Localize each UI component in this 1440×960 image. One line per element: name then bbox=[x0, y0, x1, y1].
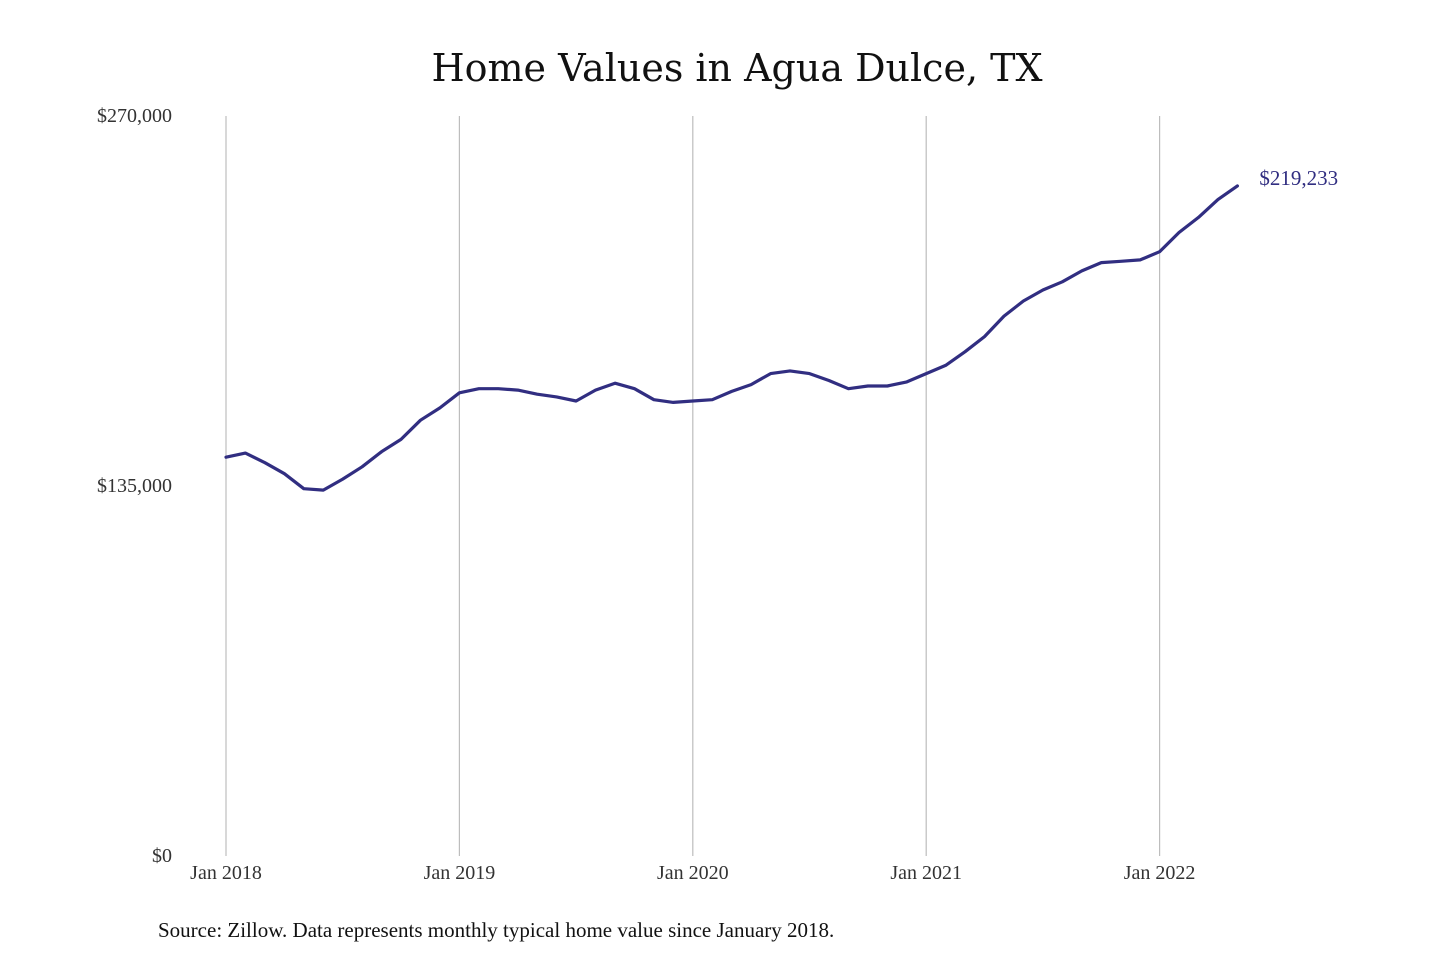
x-tick-label: Jan 2019 bbox=[424, 862, 496, 884]
series-line bbox=[224, 184, 1239, 492]
x-tick-label: Jan 2018 bbox=[190, 862, 262, 884]
y-tick-label: $0 bbox=[152, 845, 172, 867]
y-tick-label: $270,000 bbox=[97, 105, 172, 127]
x-tick-label: Jan 2022 bbox=[1124, 862, 1196, 884]
gridlines bbox=[225, 116, 1161, 856]
x-tick-label: Jan 2021 bbox=[890, 862, 962, 884]
y-tick-label: $135,000 bbox=[97, 475, 172, 497]
y-axis: $270,000 $135,000 $0 bbox=[97, 105, 172, 867]
chart-title: Home Values in Agua Dulce, TX bbox=[431, 46, 1042, 90]
end-value-label: $219,233 bbox=[1259, 166, 1338, 190]
x-tick-label: Jan 2020 bbox=[657, 862, 729, 884]
x-axis: Jan 2018 Jan 2019 Jan 2020 Jan 2021 Jan 2022 bbox=[190, 862, 1195, 884]
source-note: Source: Zillow. Data represents monthly … bbox=[158, 918, 834, 942]
